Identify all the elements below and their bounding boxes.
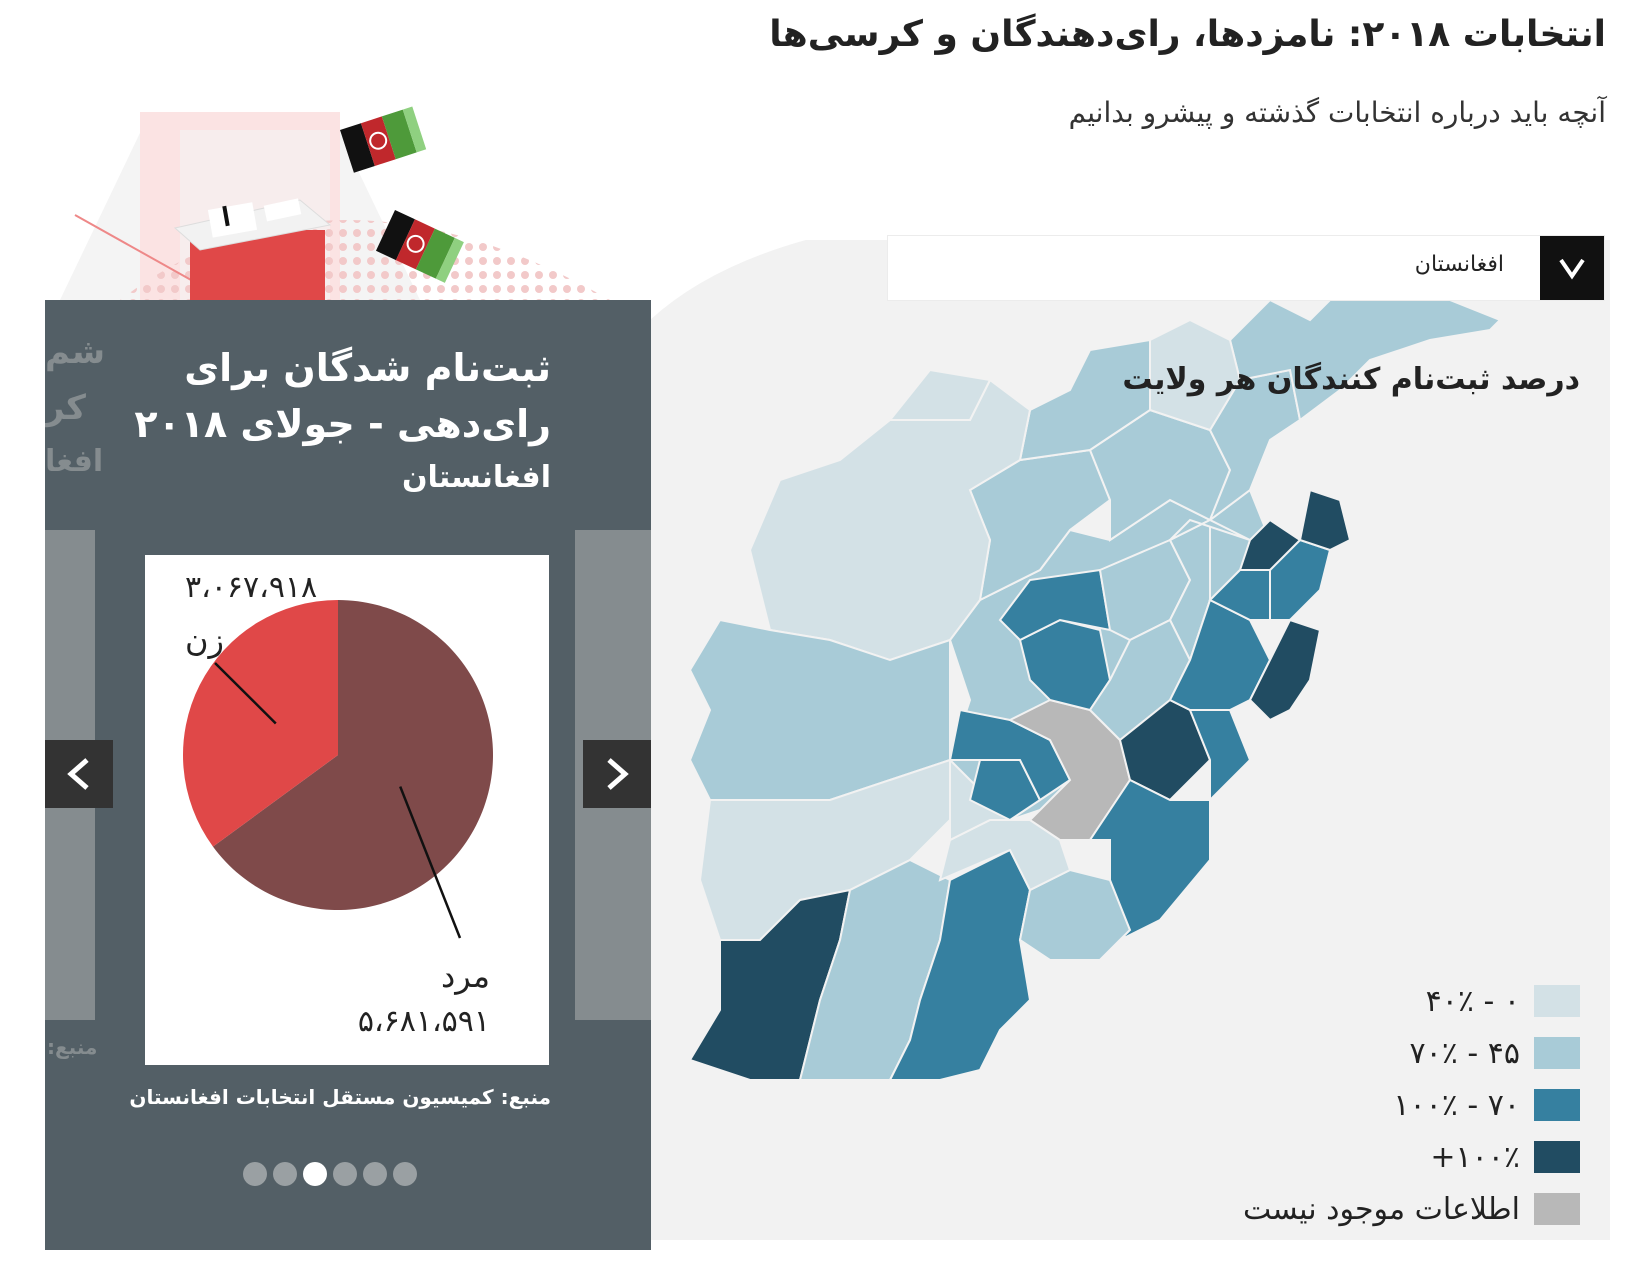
next-slide-button[interactable] [583, 740, 651, 808]
region-select-value: افغانستان [1414, 252, 1504, 277]
carousel-card: شم کر افغا منبع: ثبت‌نام شدگان برای رای‌… [45, 300, 651, 1250]
legend-swatch [1534, 1141, 1580, 1173]
map-panel [650, 240, 1610, 1240]
chevron-down-icon[interactable] [1540, 236, 1604, 300]
carousel-dot[interactable] [363, 1162, 387, 1186]
pie-value-label: ۳،۰۶۷،۹۱۸ [185, 570, 317, 605]
pie-chart-box: ۳،۰۶۷،۹۱۸ زن مرد ۵،۶۸۱،۵۹۱ [145, 555, 549, 1065]
card-title: ثبت‌نام شدگان برای رای‌دهی - جولای ۲۰۱۸ [134, 346, 551, 446]
ballot-illustration [60, 106, 610, 300]
carousel-dot[interactable] [243, 1162, 267, 1186]
region-dropdown[interactable]: افغانستان [888, 236, 1604, 300]
carousel-dot[interactable] [333, 1162, 357, 1186]
pie-category-label: زن [185, 621, 224, 659]
prev-slide-button[interactable] [45, 740, 113, 808]
pie-leader-line [214, 662, 277, 725]
previous-slide-subtitle: افغا [45, 444, 104, 479]
legend-label: ۱۰۰٪+ [1430, 1139, 1520, 1175]
legend-swatch [1534, 1037, 1580, 1069]
legend-label: ۰ - ۴۰٪ [1425, 983, 1520, 1019]
card-subtitle: افغانستان [401, 460, 551, 495]
chevron-right-icon [607, 758, 629, 790]
legend-label: ۷۰ - ۱۰۰٪ [1393, 1087, 1520, 1123]
page-title: انتخابات ۲۰۱۸: نامزدها، رای‌دهندگان و کر… [769, 14, 1606, 55]
legend-item: اطلاعات موجود نیست [1243, 1183, 1580, 1235]
page-subtitle: آنچه باید درباره انتخابات گذشته و پیشرو … [1068, 96, 1606, 129]
carousel-dots [243, 1162, 417, 1186]
carousel-dot[interactable] [303, 1162, 327, 1186]
pie-leader-line [399, 786, 462, 939]
pie-slice [212, 600, 494, 910]
legend-swatch [1534, 985, 1580, 1017]
pie-slice [183, 600, 338, 847]
legend-swatch [1534, 1193, 1580, 1225]
carousel-dot[interactable] [273, 1162, 297, 1186]
previous-slide-title: کر [45, 388, 86, 428]
pie-category-label: مرد [441, 957, 490, 995]
carousel-dot[interactable] [393, 1162, 417, 1186]
legend-label: اطلاعات موجود نیست [1242, 1191, 1520, 1227]
chevron-left-icon [67, 758, 89, 790]
previous-slide-source: منبع: [47, 1035, 98, 1059]
card-source: منبع: کمیسیون مستقل انتخابات افغانستان [129, 1085, 551, 1109]
legend-item: ۷۰ - ۱۰۰٪ [1243, 1079, 1580, 1131]
legend-item: ۰ - ۴۰٪ [1243, 975, 1580, 1027]
pie-chart: ۳،۰۶۷،۹۱۸ زن مرد ۵،۶۸۱،۵۹۱ [183, 570, 494, 1039]
legend-swatch [1534, 1089, 1580, 1121]
legend-label: ۴۵ - ۷۰٪ [1409, 1035, 1520, 1071]
legend-item: ۱۰۰٪+ [1243, 1131, 1580, 1183]
pie-value-label: ۵،۶۸۱،۵۹۱ [358, 1004, 490, 1039]
afghanistan-province-map [688, 268, 1502, 1081]
previous-slide-title: شم [45, 332, 106, 372]
map-title: درصد ثبت‌نام کنندگان هر ولایت [1122, 362, 1580, 397]
map-legend: ۰ - ۴۰٪ ۴۵ - ۷۰٪ ۷۰ - ۱۰۰٪ ۱۰۰٪+ اطلاعات… [1243, 975, 1580, 1235]
legend-item: ۴۵ - ۷۰٪ [1243, 1027, 1580, 1079]
